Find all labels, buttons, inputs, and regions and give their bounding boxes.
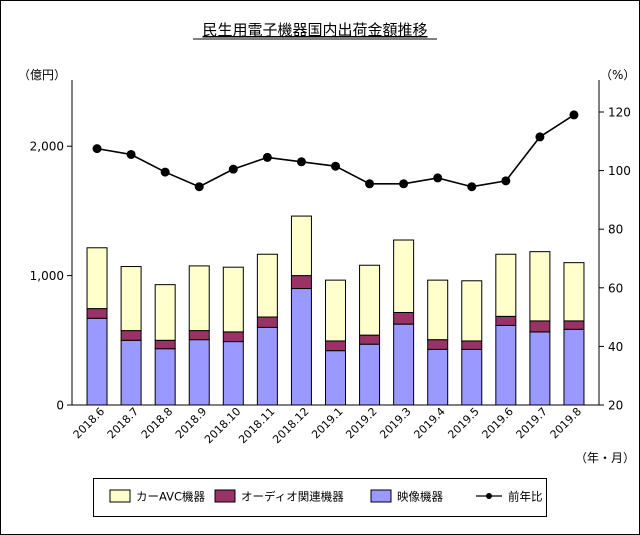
- bar-segment-car-avc: [359, 264, 381, 336]
- bar-segment-video: [495, 324, 517, 406]
- left-axis-ticks: 0 1,000 2,000: [30, 140, 72, 413]
- legend-swatch-video: [370, 489, 392, 503]
- right-axis-unit: （%）: [600, 68, 635, 82]
- bar-segment-car-avc: [188, 265, 210, 332]
- legend-marker-yoy: [486, 493, 492, 499]
- bar-segment-audio: [427, 339, 449, 350]
- yoy-point: [228, 164, 238, 174]
- bar-segment-video: [563, 328, 585, 406]
- left-tick-label: 1,000: [30, 269, 64, 283]
- yoy-point: [433, 173, 443, 183]
- bar-segment-audio: [256, 316, 278, 328]
- bar-segment-video: [86, 317, 108, 406]
- yoy-point: [535, 132, 545, 142]
- yoy-line-layer: [92, 110, 579, 192]
- chart-title: 民生用電子機器国内出荷金額推移: [202, 21, 427, 39]
- right-tick-label: 20: [608, 399, 623, 413]
- bar-segment-audio: [325, 340, 346, 352]
- yoy-point: [331, 161, 340, 171]
- bar-segment-video: [120, 339, 142, 406]
- right-tick-label: 40: [608, 340, 623, 354]
- legend-swatch-audio: [214, 489, 236, 503]
- bar-segment-video: [222, 341, 244, 406]
- bar-segment-audio: [154, 339, 176, 350]
- yoy-point: [501, 176, 511, 186]
- right-tick-label: 120: [608, 106, 631, 120]
- yoy-point: [262, 152, 272, 162]
- legend: カーAVC機器 オーディオ関連機器 映像機器 前年比: [93, 478, 547, 517]
- bar-segment-car-avc: [325, 279, 346, 342]
- bar-segment-audio: [393, 311, 415, 325]
- bar-segment-video: [154, 348, 176, 406]
- right-tick-label: 100: [608, 164, 631, 178]
- bar-segment-car-avc: [427, 279, 449, 341]
- yoy-point: [92, 144, 102, 154]
- bar-segment-audio: [563, 320, 585, 330]
- legend-label-car-avc: カーAVC機器: [136, 490, 206, 504]
- right-axis-ticks: 20 40 60 80 100 120: [599, 106, 631, 413]
- bar-segment-audio: [495, 315, 517, 326]
- legend-box: [93, 478, 547, 517]
- bar-layer: [86, 215, 585, 406]
- bar-segment-video: [461, 348, 483, 406]
- bar-segment-audio: [290, 275, 312, 290]
- bar-segment-video: [393, 323, 415, 406]
- bar-segment-car-avc: [563, 262, 585, 322]
- bar-segment-car-avc: [529, 251, 551, 322]
- bar-segment-video: [188, 339, 210, 406]
- legend-swatch-car-avc: [109, 489, 131, 503]
- bar-segment-audio: [188, 330, 210, 341]
- bar-segment-audio: [222, 331, 244, 343]
- legend-label-video: 映像機器: [397, 490, 443, 504]
- bar-segment-car-avc: [461, 280, 483, 342]
- bar-segment-audio: [359, 334, 381, 345]
- bar-segment-car-avc: [120, 266, 142, 332]
- yoy-point: [160, 167, 170, 177]
- bar-segment-car-avc: [290, 215, 312, 277]
- bar-segment-audio: [86, 308, 108, 319]
- yoy-point: [399, 179, 409, 189]
- bar-segment-video: [529, 331, 551, 406]
- legend-label-yoy: 前年比: [508, 490, 543, 504]
- x-axis-unit: （年・月）: [575, 451, 635, 465]
- bar-segment-car-avc: [154, 284, 176, 341]
- bar-segment-video: [290, 288, 312, 406]
- yoy-point: [467, 182, 477, 192]
- legend-label-audio: オーディオ関連機器: [241, 490, 344, 504]
- bar-segment-video: [359, 343, 381, 406]
- right-tick-label: 60: [608, 281, 623, 295]
- yoy-point: [126, 149, 136, 159]
- bar-segment-car-avc: [393, 239, 415, 313]
- left-tick-label: 0: [56, 399, 64, 413]
- right-tick-label: 80: [608, 223, 623, 237]
- yoy-point: [569, 110, 579, 120]
- bar-segment-car-avc: [495, 253, 517, 317]
- left-axis-unit: （億円）: [18, 68, 66, 82]
- bar-segment-video: [325, 350, 346, 406]
- bar-segment-car-avc: [86, 247, 108, 310]
- yoy-point: [194, 182, 204, 192]
- bar-segment-audio: [529, 320, 551, 333]
- bar-segment-audio: [461, 340, 483, 350]
- bar-segment-car-avc: [222, 266, 244, 333]
- left-tick-label: 2,000: [30, 140, 64, 154]
- yoy-point: [296, 157, 306, 167]
- bar-segment-video: [256, 326, 278, 406]
- yoy-point: [365, 179, 375, 189]
- bar-segment-video: [427, 348, 449, 406]
- bar-segment-audio: [120, 330, 142, 341]
- bar-segment-car-avc: [256, 253, 278, 318]
